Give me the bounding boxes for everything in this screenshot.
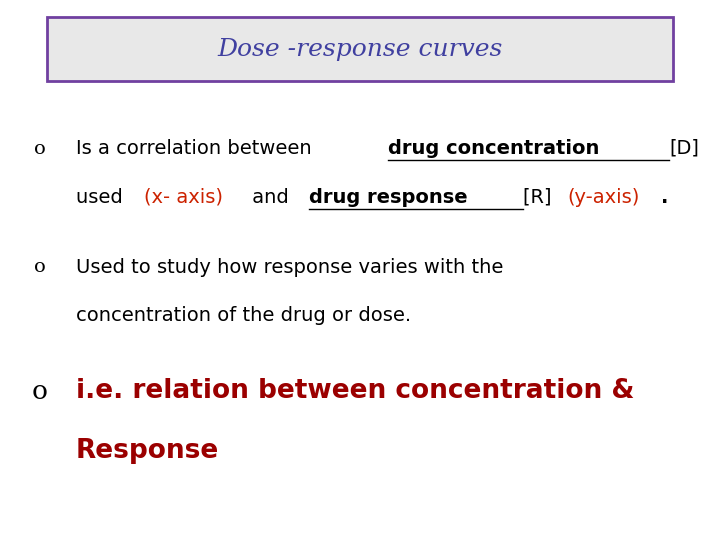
- Text: concentration of the drug or dose.: concentration of the drug or dose.: [76, 306, 410, 326]
- FancyBboxPatch shape: [47, 17, 673, 81]
- Text: [R]: [R]: [523, 187, 557, 207]
- Text: o: o: [34, 139, 45, 158]
- Text: used: used: [76, 187, 129, 207]
- Text: Response: Response: [76, 438, 219, 464]
- Text: o: o: [32, 379, 48, 404]
- Text: (y-axis): (y-axis): [567, 187, 640, 207]
- Text: .: .: [661, 187, 668, 207]
- Text: o: o: [34, 258, 45, 276]
- Text: drug response: drug response: [309, 187, 474, 207]
- Text: (x- axis): (x- axis): [144, 187, 223, 207]
- Text: drug concentration: drug concentration: [387, 139, 606, 158]
- Text: i.e. relation between concentration &: i.e. relation between concentration &: [76, 379, 634, 404]
- Text: Dose -response curves: Dose -response curves: [217, 38, 503, 60]
- Text: Used to study how response varies with the: Used to study how response varies with t…: [76, 258, 503, 277]
- Text: and: and: [246, 187, 295, 207]
- Text: [D]: [D]: [669, 139, 699, 158]
- Text: Is a correlation between: Is a correlation between: [76, 139, 318, 158]
